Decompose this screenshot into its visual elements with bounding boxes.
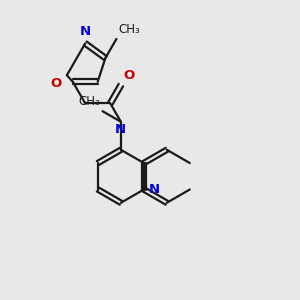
Text: CH₃: CH₃ xyxy=(118,23,140,36)
Text: O: O xyxy=(123,69,134,82)
Text: O: O xyxy=(50,77,62,90)
Text: CH₃: CH₃ xyxy=(78,95,100,108)
Text: N: N xyxy=(80,25,91,38)
Text: N: N xyxy=(148,183,159,196)
Text: N: N xyxy=(115,123,126,136)
